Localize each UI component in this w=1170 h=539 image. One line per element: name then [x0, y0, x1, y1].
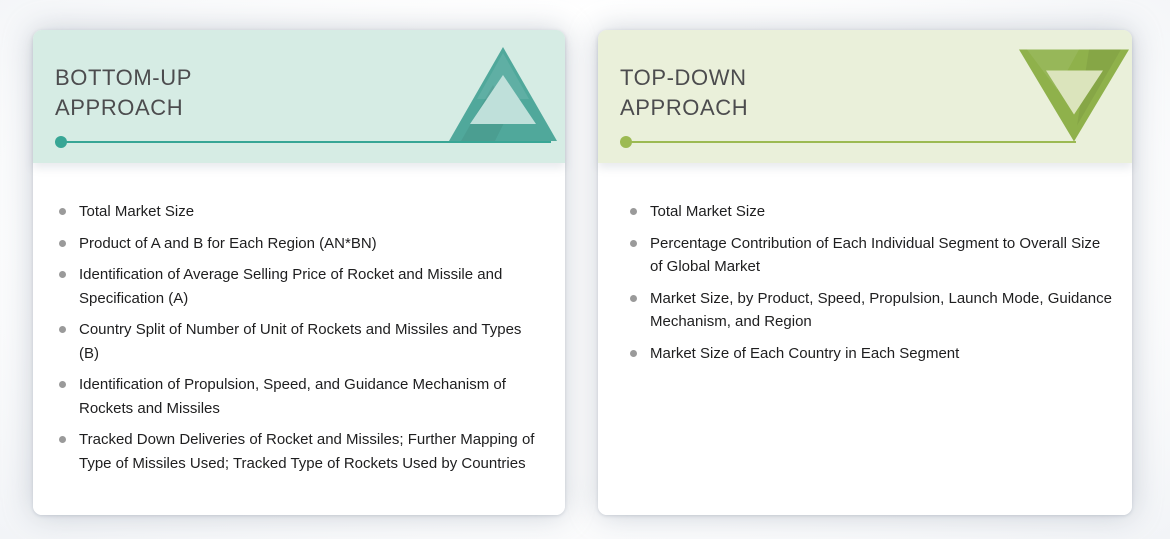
list-item-text: Percentage Contribution of Each Individu… — [650, 234, 1101, 276]
list-item: Total Market Size — [59, 200, 545, 224]
top-down-list: Total Market Size Percentage Contributio… — [598, 163, 1132, 365]
list-item: Identification of Average Selling Price … — [59, 263, 545, 310]
list-item-text: Tracked Down Deliveries of Rocket and Mi… — [79, 431, 535, 472]
top-down-body: Total Market Size Percentage Contributio… — [598, 163, 1132, 515]
list-item-text: Identification of Average Selling Price … — [79, 266, 503, 307]
accent-line — [626, 141, 1076, 143]
accent-dot — [55, 136, 67, 148]
top-down-title: TOP-DOWN APPROACH — [620, 63, 748, 123]
bottom-up-list: Total Market Size Product of A and B for… — [33, 163, 565, 475]
list-item: Total Market Size — [630, 200, 1112, 224]
list-item-text: Total Market Size — [650, 203, 766, 220]
triangle-up-icon — [449, 47, 557, 141]
list-item-text: Market Size, by Product, Speed, Propulsi… — [650, 289, 1112, 331]
bottom-up-body: Total Market Size Product of A and B for… — [33, 163, 565, 515]
bullet-icon — [59, 239, 66, 247]
title-line: BOTTOM-UP — [55, 65, 192, 90]
bullet-icon — [59, 326, 66, 333]
list-item: Market Size of Each Country in Each Segm… — [630, 342, 1112, 366]
list-item: Percentage Contribution of Each Individu… — [630, 232, 1112, 279]
bottom-up-header: BOTTOM-UP APPROACH — [33, 30, 565, 163]
bullet-icon — [59, 436, 66, 443]
list-item: Tracked Down Deliveries of Rocket and Mi… — [59, 428, 545, 475]
bottom-up-title: BOTTOM-UP APPROACH — [55, 63, 192, 123]
bottom-up-approach-card: BOTTOM-UP APPROACH Total Market Size Pro… — [33, 30, 565, 515]
list-item: Identification of Propulsion, Speed, and… — [59, 373, 545, 420]
triangle-down-icon — [1019, 49, 1129, 142]
accent-line — [61, 141, 551, 143]
bullet-icon — [59, 381, 66, 388]
list-item: Market Size, by Product, Speed, Propulsi… — [630, 287, 1112, 334]
bullet-icon — [630, 239, 637, 247]
bullet-icon — [59, 271, 66, 278]
title-line: APPROACH — [620, 95, 749, 120]
bullet-icon — [630, 208, 637, 215]
top-down-header: TOP-DOWN APPROACH — [598, 30, 1132, 163]
title-line: APPROACH — [55, 95, 184, 120]
bullet-icon — [59, 208, 66, 215]
list-item-text: Total Market Size — [79, 203, 195, 220]
list-item: Country Split of Number of Unit of Rocke… — [59, 318, 545, 365]
bullet-icon — [630, 349, 637, 357]
list-item-text: Country Split of Number of Unit of Rocke… — [79, 321, 522, 362]
list-item-text: Product of A and B for Each Region (AN*B… — [79, 234, 377, 252]
top-down-approach-card: TOP-DOWN APPROACH Total Market Size Perc… — [598, 30, 1132, 515]
bullet-icon — [630, 294, 637, 302]
accent-dot — [620, 136, 632, 148]
list-item: Product of A and B for Each Region (AN*B… — [59, 232, 545, 256]
title-line: TOP-DOWN — [620, 65, 747, 90]
list-item-text: Market Size of Each Country in Each Segm… — [650, 344, 960, 362]
list-item-text: Identification of Propulsion, Speed, and… — [79, 376, 506, 417]
